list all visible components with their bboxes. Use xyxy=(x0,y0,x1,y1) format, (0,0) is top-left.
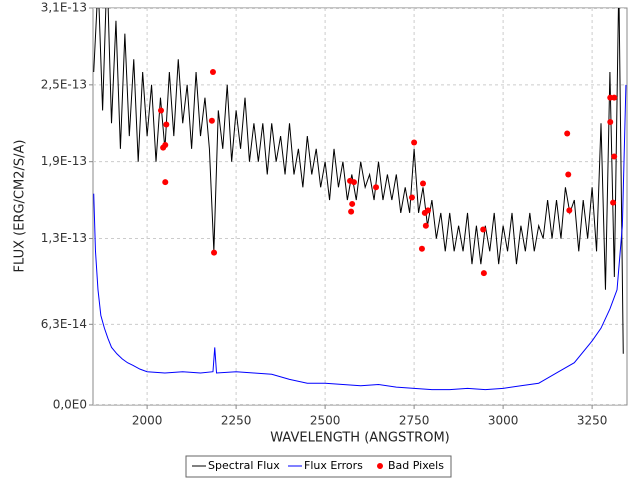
series-line xyxy=(93,84,627,391)
y-tick-label: 2,5E-13 xyxy=(41,77,87,91)
bad-pixel xyxy=(408,194,415,201)
legend-label: Spectral Flux xyxy=(208,459,280,472)
bad-pixel xyxy=(420,180,427,187)
bad-pixel xyxy=(566,207,573,214)
bad-pixel xyxy=(163,121,170,128)
bad-pixel xyxy=(424,207,431,214)
y-axis-title: FLUX (ERG/CM2/S/A) xyxy=(13,140,28,273)
x-tick-label: 3000 xyxy=(488,414,519,428)
bad-pixel xyxy=(565,171,572,178)
legend-marker xyxy=(377,463,383,469)
y-tick-label: 1,3E-13 xyxy=(41,231,87,245)
x-tick-label: 2000 xyxy=(132,414,163,428)
bad-pixel xyxy=(162,179,169,186)
y-tick-label: 3,1E-13 xyxy=(41,1,87,15)
bad-pixel xyxy=(480,270,487,277)
bad-pixel xyxy=(418,245,425,252)
bad-pixel xyxy=(611,153,618,160)
bad-pixel xyxy=(209,69,216,76)
legend-box xyxy=(185,455,452,478)
plot-area xyxy=(92,7,628,406)
x-tick-label: 2500 xyxy=(310,414,341,428)
bad-pixel xyxy=(208,117,215,124)
bad-pixel xyxy=(350,179,357,186)
bad-pixel xyxy=(162,142,169,149)
plot-layer xyxy=(93,8,627,405)
y-tick-label: 6,3E-14 xyxy=(41,317,87,331)
bad-pixel xyxy=(422,222,429,229)
bad-pixel xyxy=(611,94,618,101)
y-tick-label: 0,0E0 xyxy=(53,398,87,412)
legend-label: Flux Errors xyxy=(304,459,363,472)
legend-label: Bad Pixels xyxy=(388,459,444,472)
x-tick-label: 2750 xyxy=(399,414,430,428)
bad-pixel xyxy=(564,130,571,137)
bad-pixel xyxy=(373,184,380,191)
x-tick-label: 3250 xyxy=(577,414,608,428)
bad-pixel xyxy=(211,249,218,256)
x-tick-label: 2250 xyxy=(221,414,252,428)
bad-pixel xyxy=(607,118,614,125)
x-axis-title: WAVELENGTH (ANGSTROM) xyxy=(270,431,449,446)
bad-pixel xyxy=(480,226,487,233)
bad-pixel xyxy=(349,200,356,207)
bad-pixel xyxy=(610,199,617,206)
series-line xyxy=(93,8,624,354)
bad-pixel xyxy=(348,208,355,215)
bad-pixel xyxy=(157,107,164,114)
bad-pixel xyxy=(411,139,418,146)
y-tick-label: 1,9E-13 xyxy=(41,154,87,168)
